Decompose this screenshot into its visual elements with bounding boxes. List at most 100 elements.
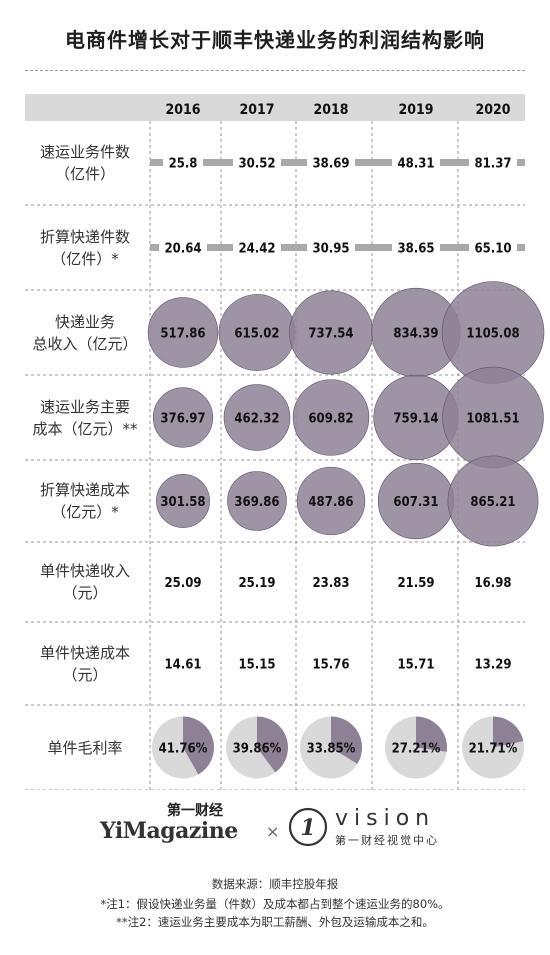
year-header-2020: 2020 [475,102,510,118]
pie-slice [493,716,524,748]
value-label: 865.21 [470,495,515,510]
value-label: 20.64 [165,242,202,257]
value-label: 48.31 [398,157,435,172]
value-bubble [223,384,291,451]
value-label: 81.37 [475,157,512,172]
row-label-unit: （元） [62,665,108,684]
value-label: 23.83 [313,576,350,591]
year-header-2019: 2019 [398,102,433,118]
value-label: 737.54 [308,327,353,342]
value-label: 16.98 [475,576,512,591]
chart-title: 电商件增长对于顺丰快递业务的利润结构影响 [65,28,485,52]
row-label-name: 速运业务主要 [39,397,130,416]
value-label: 65.10 [475,242,512,257]
value-bubble [296,466,366,536]
year-header-2018: 2018 [313,102,348,118]
value-label: 30.52 [239,157,276,172]
value-label: 25.8 [169,157,198,172]
title-divider [25,70,525,71]
footnote-2: **注2：速运业务主要成本为职工薪酬、外包及运输成本之和。 [116,915,434,929]
vision-logo-word: vision [335,806,436,831]
value-label: 607.31 [393,495,438,510]
row-label: 折算快递件数 （亿件）* [20,226,150,270]
row-label-name: 速运业务件数 [39,142,130,161]
vision-logo-subtitle: 第一财经视觉中心 [335,834,439,847]
row-label-name: 折算快递成本 [39,481,130,499]
vision-logo-icon: 1 [287,806,329,852]
row-label: 单件快递收入 （元） [20,560,150,604]
value-label-bg [163,152,203,173]
value-label-bg [469,152,517,173]
row-label-name: 单件快递收入 [39,562,130,580]
data-source: 数据来源：顺丰控股年报 [211,877,339,891]
value-bubble [447,455,539,547]
value-label: 517.86 [160,327,205,342]
year-header-band [25,94,525,121]
chart-table: 2016 2017 2018 2019 2020 25.8 30.52 38.69 48.31 8… [25,94,545,790]
value-label: 24.42 [239,242,276,257]
row-label: 单件毛利率 [20,737,150,759]
value-label: 487.86 [308,495,353,510]
pie-slice [257,716,289,773]
year-header-2017: 2017 [239,102,274,118]
value-label: 33.85% [307,742,356,757]
value-label: 609.82 [308,412,353,427]
value-label: 14.61 [165,658,202,673]
value-label-bg [307,237,355,258]
row-label-unit: 总收入（亿元） [32,334,138,353]
year-header-2016: 2016 [165,102,200,118]
value-bubble [147,297,219,368]
yicai-logo-text: 第一财经 [167,803,223,819]
value-label: 25.09 [165,576,202,591]
row-label: 快递业务总收入（亿元） [20,311,150,355]
row-label-name: 单件快递成本 [39,643,130,662]
value-label: 15.71 [398,658,435,673]
value-label: 13.29 [475,658,512,673]
pie-slice [416,716,447,752]
row-label: 速运业务件数 （亿件） [20,141,150,185]
value-label: 1081.51 [466,412,519,427]
pie-slice [183,716,215,775]
row-label-unit: （元） [62,584,108,602]
value-label: 301.58 [160,495,205,510]
row-label-name: 快递业务 [54,312,115,331]
value-bubble [152,387,214,448]
row-label-unit: （亿件）* [51,249,119,268]
row-label-name: 折算快递件数 [39,227,130,246]
value-label: 27.21% [392,742,441,757]
value-label: 30.95 [313,242,350,257]
svg-text:1: 1 [300,815,315,841]
value-label: 25.19 [239,576,276,591]
value-label: 615.02 [234,327,279,342]
value-label-bg [233,237,281,258]
value-label: 15.76 [313,658,350,673]
value-label: 376.97 [160,412,205,427]
row-label: 速运业务主要 成本（亿元）** [20,396,150,440]
value-label: 462.32 [234,412,279,427]
value-label-bg [307,152,355,173]
value-bubble [292,379,370,456]
value-label-bg [392,237,440,258]
value-label: 21.71% [469,742,518,757]
row-label: 单件快递成本 （元） [20,642,150,686]
value-label: 41.76% [159,742,208,757]
value-label: 38.69 [313,157,350,172]
footnote-1: *注1：假设快递业务量（件数）及成本都占到整个速运业务的80%。 [100,897,450,911]
value-label-bg [159,237,207,258]
value-bubble [156,474,210,528]
value-label: 834.39 [393,327,438,342]
value-label: 369.86 [234,495,279,510]
pie-slice [331,716,362,764]
value-label: 38.65 [398,242,435,257]
row-label-unit: （亿件） [54,164,115,183]
value-label: 39.86% [233,742,282,757]
value-label: 15.15 [239,658,276,673]
row-label: 折算快递成本 （亿元）* [20,479,150,523]
value-label: 1105.08 [466,327,519,342]
value-label-bg [392,152,440,173]
value-bubble [227,471,287,531]
value-label-bg [469,237,517,258]
row-label-unit: 成本（亿元）** [32,419,138,438]
value-label-bg [233,152,281,173]
row-label-name: 单件毛利率 [47,738,123,757]
